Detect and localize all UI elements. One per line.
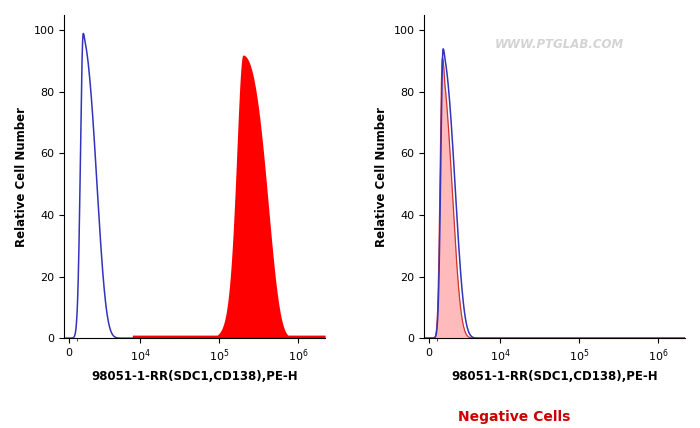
X-axis label: 98051-1-RR(SDC1,CD138),PE-H: 98051-1-RR(SDC1,CD138),PE-H <box>92 370 298 383</box>
Text: Negative Cells: Negative Cells <box>458 410 570 424</box>
X-axis label: 98051-1-RR(SDC1,CD138),PE-H: 98051-1-RR(SDC1,CD138),PE-H <box>452 370 658 383</box>
Text: WWW.PTGLAB.COM: WWW.PTGLAB.COM <box>495 38 624 51</box>
Y-axis label: Relative Cell Number: Relative Cell Number <box>375 107 388 247</box>
Y-axis label: Relative Cell Number: Relative Cell Number <box>15 107 28 247</box>
